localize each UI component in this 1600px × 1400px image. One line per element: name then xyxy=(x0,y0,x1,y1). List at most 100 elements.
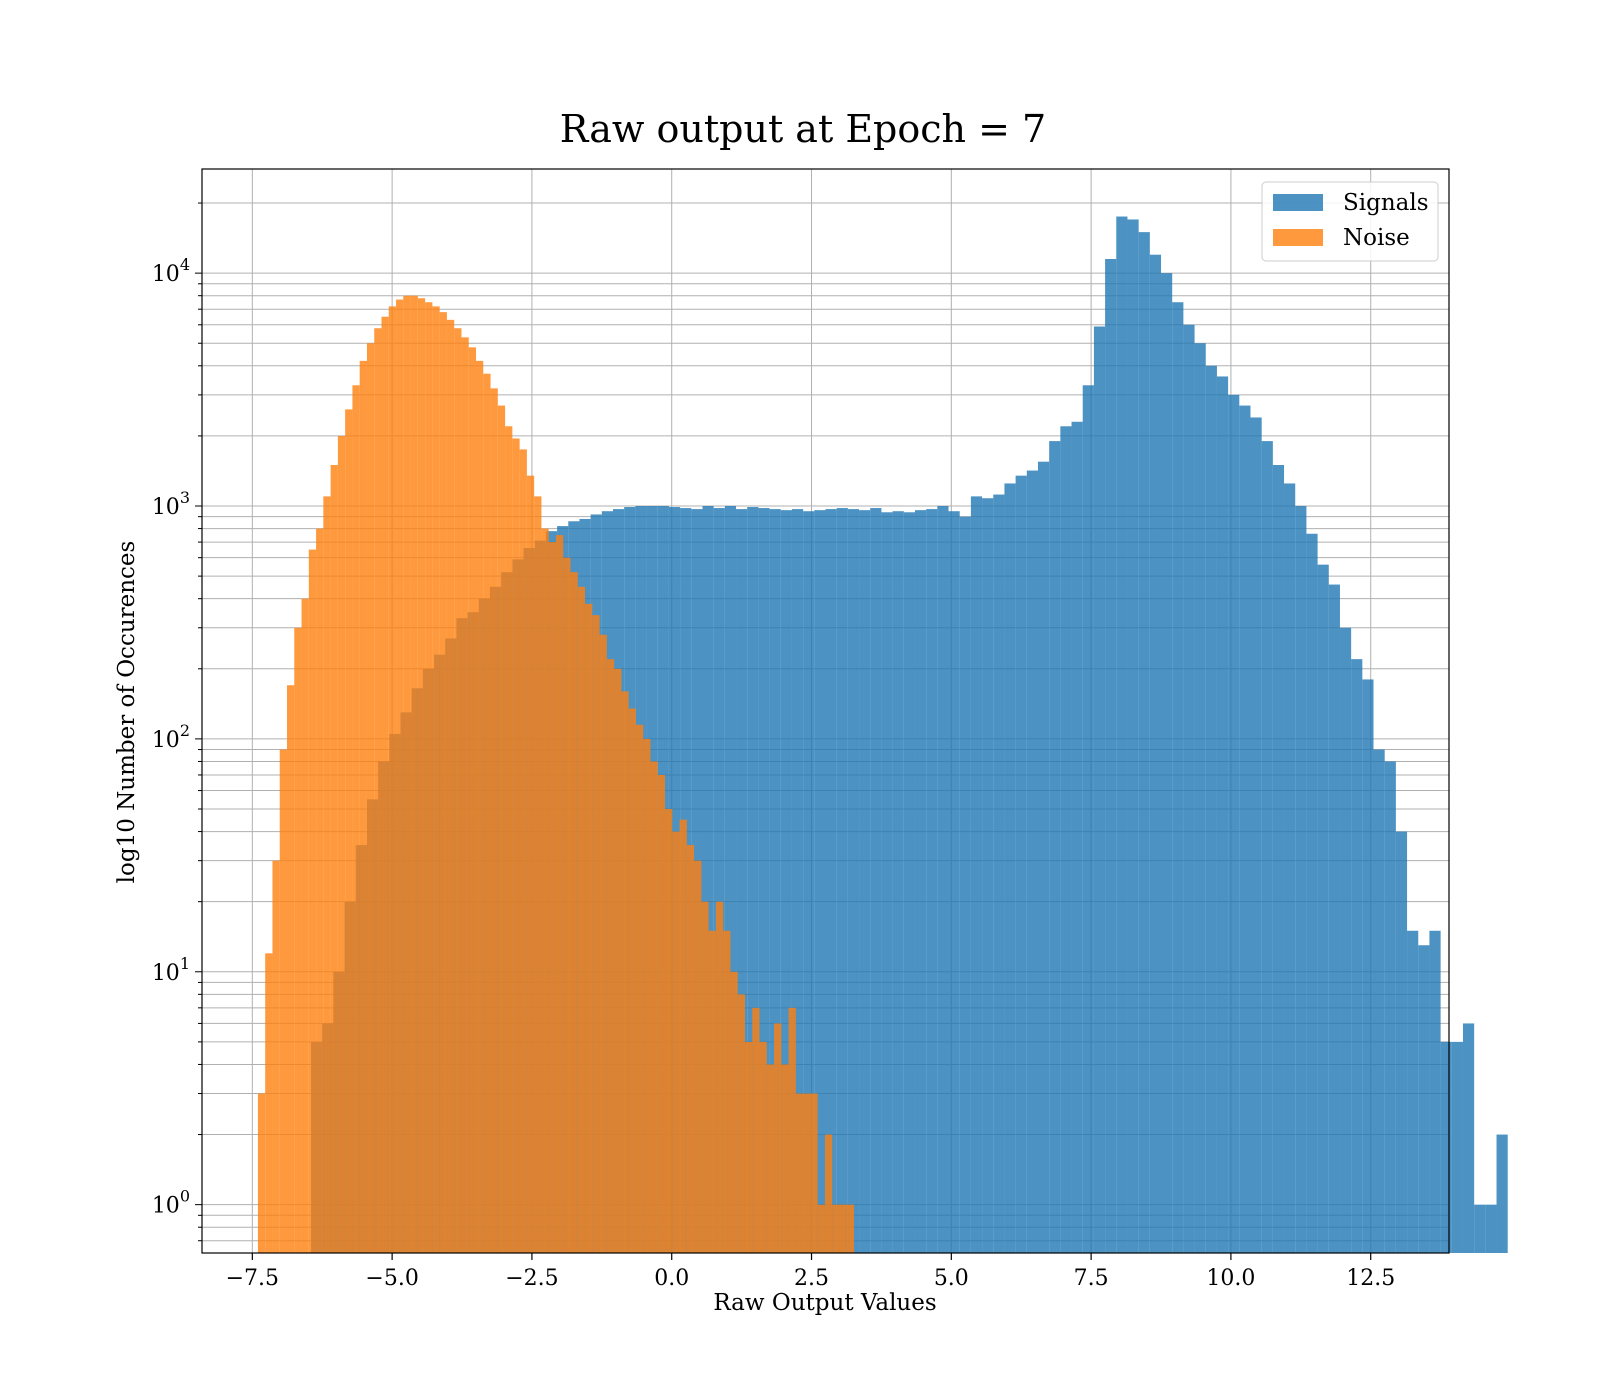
noise-bar xyxy=(635,724,644,1253)
signals-bar xyxy=(825,509,837,1254)
signals-bar xyxy=(993,494,1005,1254)
signals-bar xyxy=(1138,232,1150,1253)
signals-bar xyxy=(1462,1023,1475,1253)
noise-bar xyxy=(715,901,724,1253)
noise-bar xyxy=(483,373,491,1253)
signals-bar xyxy=(1429,930,1441,1253)
noise-bar xyxy=(650,761,658,1253)
signals-bar xyxy=(769,509,781,1254)
noise-bar xyxy=(657,774,666,1253)
signals-bar xyxy=(780,510,792,1253)
noise-bar xyxy=(737,994,745,1253)
signals-bar xyxy=(1284,483,1296,1253)
noise-bar xyxy=(577,586,586,1253)
plot-frame xyxy=(201,168,1450,1254)
signals-bar xyxy=(836,508,848,1253)
signals-bar xyxy=(736,509,748,1254)
noise-bar xyxy=(308,549,317,1253)
signals-bar xyxy=(1093,326,1106,1253)
signals-bar xyxy=(1037,461,1050,1253)
x-tick-label: −5.0 xyxy=(365,1266,418,1291)
noise-bar xyxy=(374,328,382,1253)
signals-bar xyxy=(713,508,725,1253)
signals-bar xyxy=(959,516,971,1253)
noise-bar xyxy=(592,615,600,1253)
noise-bar xyxy=(301,598,309,1253)
signals-bar xyxy=(1183,324,1195,1254)
noise-bar xyxy=(621,691,629,1253)
signals-bar xyxy=(1295,506,1307,1253)
axis-ticks: −7.5 −5.0 −2.5 0.0 2.5 5.0 7.5 10.0 12.5 100 101 10… xyxy=(152,202,1395,1291)
legend-swatch-noise xyxy=(1273,229,1323,246)
noise-bar xyxy=(352,385,360,1254)
noise-bar xyxy=(316,528,324,1253)
signals-bar xyxy=(1216,376,1229,1254)
noise-bar xyxy=(606,659,615,1253)
noise-bar xyxy=(781,1064,789,1253)
noise-bar xyxy=(846,1204,855,1253)
noise-bar xyxy=(744,1041,753,1253)
signals-bar xyxy=(1250,417,1262,1254)
noise-bar xyxy=(694,860,702,1253)
noise-bar xyxy=(730,971,738,1253)
signals-bar xyxy=(1082,385,1094,1254)
noise-bar xyxy=(701,901,709,1253)
signals-bar xyxy=(1161,273,1173,1253)
signals-bar xyxy=(1015,475,1027,1253)
signals-bar xyxy=(982,498,994,1253)
noise-bar xyxy=(752,1007,760,1253)
noise-bar xyxy=(461,337,469,1253)
x-tick-label: 12.5 xyxy=(1346,1266,1395,1291)
noise-bar xyxy=(817,1204,825,1253)
noise-bar xyxy=(534,496,542,1253)
signals-bar xyxy=(1116,216,1128,1253)
noise-bar xyxy=(548,542,556,1253)
chart-title: Raw output at Epoch = 7 xyxy=(560,107,1046,151)
noise-bar xyxy=(417,298,426,1253)
noise-bar xyxy=(795,1093,804,1253)
signals-bar xyxy=(1328,584,1340,1253)
signals-bar xyxy=(1395,831,1408,1253)
noise-bar xyxy=(345,409,353,1253)
noise-bar xyxy=(643,738,651,1253)
noise-bar xyxy=(359,360,367,1253)
signals-bar xyxy=(814,510,826,1253)
legend-label-noise: Noise xyxy=(1343,225,1410,251)
legend: Signals Noise xyxy=(1261,181,1439,262)
noise-bar xyxy=(774,1023,782,1253)
x-tick-label: 10.0 xyxy=(1206,1266,1255,1291)
signals-bar xyxy=(1205,365,1217,1254)
signals-bar xyxy=(881,512,893,1253)
noise-bar xyxy=(265,953,273,1253)
noise-bar xyxy=(555,535,564,1253)
noise-bar xyxy=(279,749,287,1253)
noise-bar xyxy=(526,475,535,1253)
y-axis-label: log10 Number of Occurences xyxy=(114,541,140,884)
signals-bar xyxy=(758,508,770,1253)
signals-bar xyxy=(1373,749,1385,1253)
noise-bar xyxy=(396,299,404,1253)
signals-bar xyxy=(1071,421,1083,1253)
signals-bar xyxy=(1418,945,1430,1253)
signals-bar xyxy=(1339,627,1352,1253)
signals-bar xyxy=(926,509,938,1254)
signals-bar xyxy=(914,510,927,1253)
noise-bar xyxy=(366,343,375,1254)
signals-bar xyxy=(1351,659,1363,1253)
histogram-bars xyxy=(257,216,1508,1254)
noise-bar xyxy=(468,347,477,1254)
signals-bar xyxy=(859,510,871,1253)
noise-bar xyxy=(541,528,549,1253)
signals-bar xyxy=(1026,470,1038,1253)
noise-bar xyxy=(446,319,455,1253)
noise-bar xyxy=(490,388,498,1254)
signals-bar xyxy=(1496,1134,1508,1253)
noise-bar xyxy=(585,603,593,1253)
noise-bar xyxy=(294,627,302,1253)
x-tick-label: 7.5 xyxy=(1074,1266,1109,1291)
noise-bar xyxy=(410,295,418,1253)
noise-bar xyxy=(832,1204,840,1253)
noise-bar xyxy=(403,295,411,1253)
signals-bar xyxy=(1127,219,1139,1253)
noise-bar xyxy=(614,668,622,1253)
